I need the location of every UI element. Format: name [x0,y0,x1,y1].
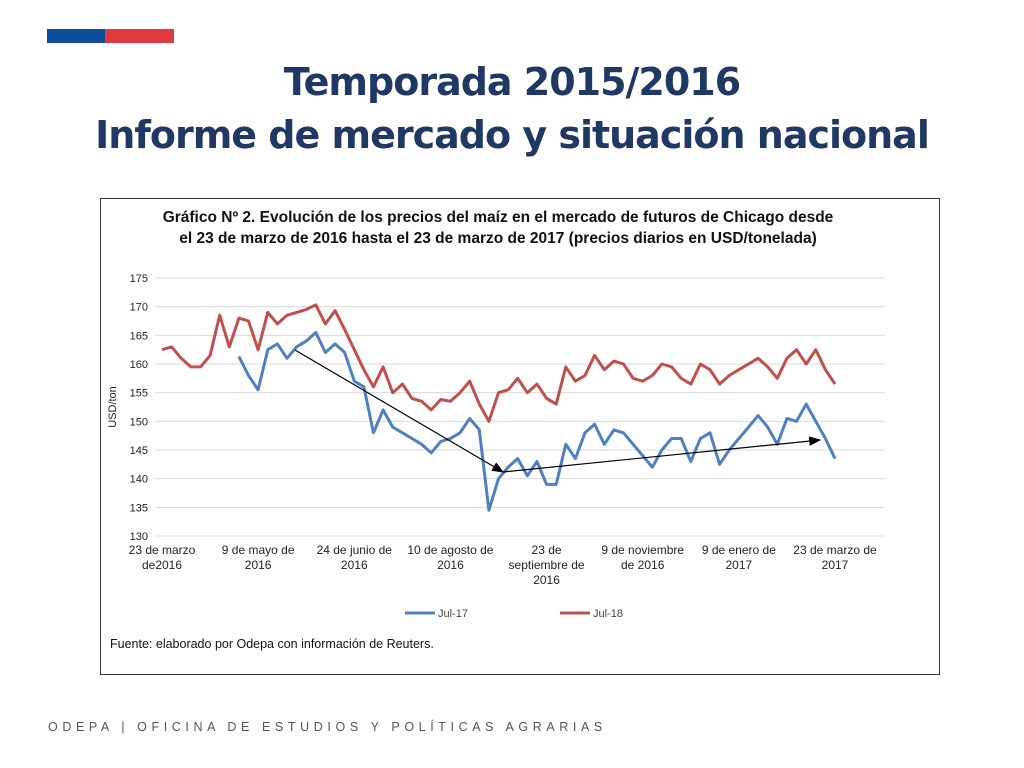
y-tick-label: 170 [130,302,148,314]
source: Fuente: elaborado por Odepa con informac… [110,637,434,651]
x-tick-label: 9 de enero de 2017 [701,543,776,572]
y-tick-label: 135 [130,502,148,514]
y-tick-label: 130 [130,531,148,543]
series-line [237,331,837,512]
trend-arrow [294,349,505,473]
y-axis-label: USD/ton [107,386,119,428]
series-line [161,303,837,423]
y-tick-label: 155 [130,388,148,400]
x-tick-label: 23 de marzo de2016 [128,543,196,572]
y-tick-label: 175 [130,273,148,285]
y-tick-label: 150 [130,416,148,428]
x-tick-label: 10 de agosto de 2016 [407,543,494,572]
slide-title: Informe de mercado y situación nacional [95,113,930,157]
slide-title: Temporada 2015/2016 [283,60,741,104]
x-tick-label: 9 de noviembre de 2016 [601,543,685,572]
y-tick-label: 160 [130,359,148,371]
legend-label: Jul-18 [593,608,623,620]
y-tick-label: 165 [130,330,148,342]
x-tick-label: 9 de mayo de 2016 [221,543,295,572]
brand-bar-blue [47,29,105,43]
y-tick-label: 145 [130,445,148,457]
x-tick-label: 23 de marzo de 2017 [793,543,877,572]
trend-arrow [502,436,822,473]
legend-label: Jul-17 [438,608,468,620]
x-tick-label: 24 de junio de 2016 [316,543,392,572]
x-tick-label: 23 de septiembre de 2016 [508,543,585,587]
brand-bar-red [105,29,174,43]
chart-frame [100,198,940,675]
chart-title: Gráfico Nº 2. Evolución de los precios d… [162,209,834,247]
footer: ODEPA | OFICINA DE ESTUDIOS Y POLÍTICAS … [48,720,607,734]
y-tick-label: 140 [130,474,148,486]
